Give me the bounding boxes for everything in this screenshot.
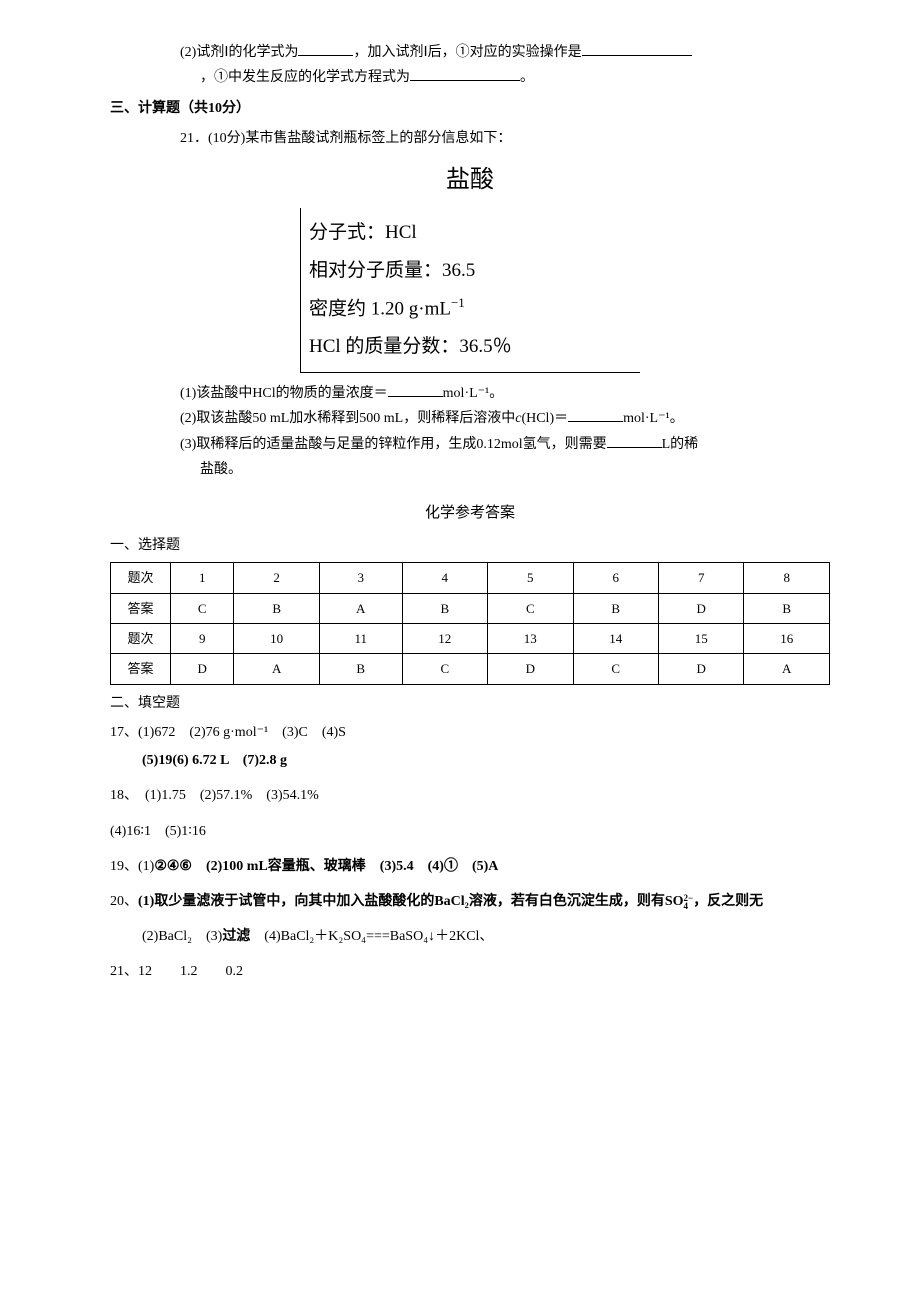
label-line3: 密度约 1.20 g·mL−1	[309, 290, 632, 328]
q20-2-text-a: (2)试剂Ⅰ的化学式为	[180, 45, 298, 60]
row-label: 题次	[111, 563, 171, 593]
table-row: 题次 1 2 3 4 5 6 7 8	[111, 563, 830, 593]
q21-head: 21．(10分)某市售盐酸试剂瓶标签上的部分信息如下：	[110, 126, 830, 151]
table-row: 答案 D A B C D C D A	[111, 654, 830, 684]
row-label: 答案	[111, 593, 171, 623]
label-body: 分子式：HCl 相对分子质量：36.5 密度约 1.20 g·mL−1 HCl …	[300, 208, 640, 373]
q20-2-text-b: ，加入试剂Ⅰ后，①对应的实验操作是	[353, 45, 581, 60]
ans-20b: (2)BaCl₂ (3)过滤 (4)BaCl₂＋K₂SO₄===BaSO₄↓＋2…	[110, 924, 830, 949]
table-row: 答案 C B A B C B D B	[111, 593, 830, 623]
table-row: 题次 9 10 11 12 13 14 15 16	[111, 623, 830, 653]
row-label: 答案	[111, 654, 171, 684]
blank	[298, 42, 353, 56]
sec1-heading: 一、选择题	[110, 533, 830, 558]
ans-18b: (4)16∶1 (5)1∶16	[110, 819, 830, 844]
answer-table: 题次 1 2 3 4 5 6 7 8 答案 C B A B C B D B 题次…	[110, 562, 830, 685]
q20-2-text-c: ，①中发生反应的化学式方程式为	[200, 70, 410, 85]
label-title: 盐酸	[300, 159, 640, 202]
row-label: 题次	[111, 623, 171, 653]
label-line1: 分子式：HCl	[309, 214, 632, 252]
q21-3: (3)取稀释后的适量盐酸与足量的锌粒作用，生成0.12mol氢气，则需要L的稀	[110, 432, 830, 457]
section-3-heading: 三、计算题（共10分）	[110, 96, 830, 121]
answers-title: 化学参考答案	[110, 500, 830, 527]
blank	[582, 42, 692, 56]
q20-line1: (2)试剂Ⅰ的化学式为 ，加入试剂Ⅰ后，①对应的实验操作是	[110, 40, 830, 65]
q20-2-text-d: 。	[520, 70, 534, 85]
ans-17a: 17、(1)672 (2)76 g·mol⁻¹ (3)C (4)S	[110, 720, 830, 745]
blank	[607, 434, 662, 448]
blank	[410, 67, 520, 81]
blank	[568, 408, 623, 422]
q21-2: (2)取该盐酸50 mL加水稀释到500 mL，则稀释后溶液中c(HCl)＝mo…	[110, 406, 830, 431]
ans-19: 19、(1)②④⑥ (2)100 mL容量瓶、玻璃棒 (3)5.4 (4)① (…	[110, 854, 830, 879]
sec2-heading: 二、填空题	[110, 691, 830, 716]
reagent-label: 盐酸 分子式：HCl 相对分子质量：36.5 密度约 1.20 g·mL−1 H…	[300, 159, 640, 374]
label-line4: HCl 的质量分数：36.5％	[309, 328, 632, 366]
ans-20a: 20、(1)取少量滤液于试管中，向其中加入盐酸酸化的BaCl₂溶液，若有白色沉淀…	[110, 889, 830, 914]
label-line2: 相对分子质量：36.5	[309, 252, 632, 290]
q20-line2: ，①中发生反应的化学式方程式为 。	[110, 65, 830, 90]
ans-21: 21、12 1.2 0.2	[110, 959, 830, 984]
q21-1: (1)该盐酸中HCl的物质的量浓度＝mol·L⁻¹。	[110, 381, 830, 406]
blank	[388, 383, 443, 397]
ans-17b: (5)19(6) 6.72 L (7)2.8 g	[110, 748, 830, 773]
ans-18a: 18、 (1)1.75 (2)57.1% (3)54.1%	[110, 783, 830, 808]
q21-3-cont: 盐酸。	[110, 457, 830, 482]
